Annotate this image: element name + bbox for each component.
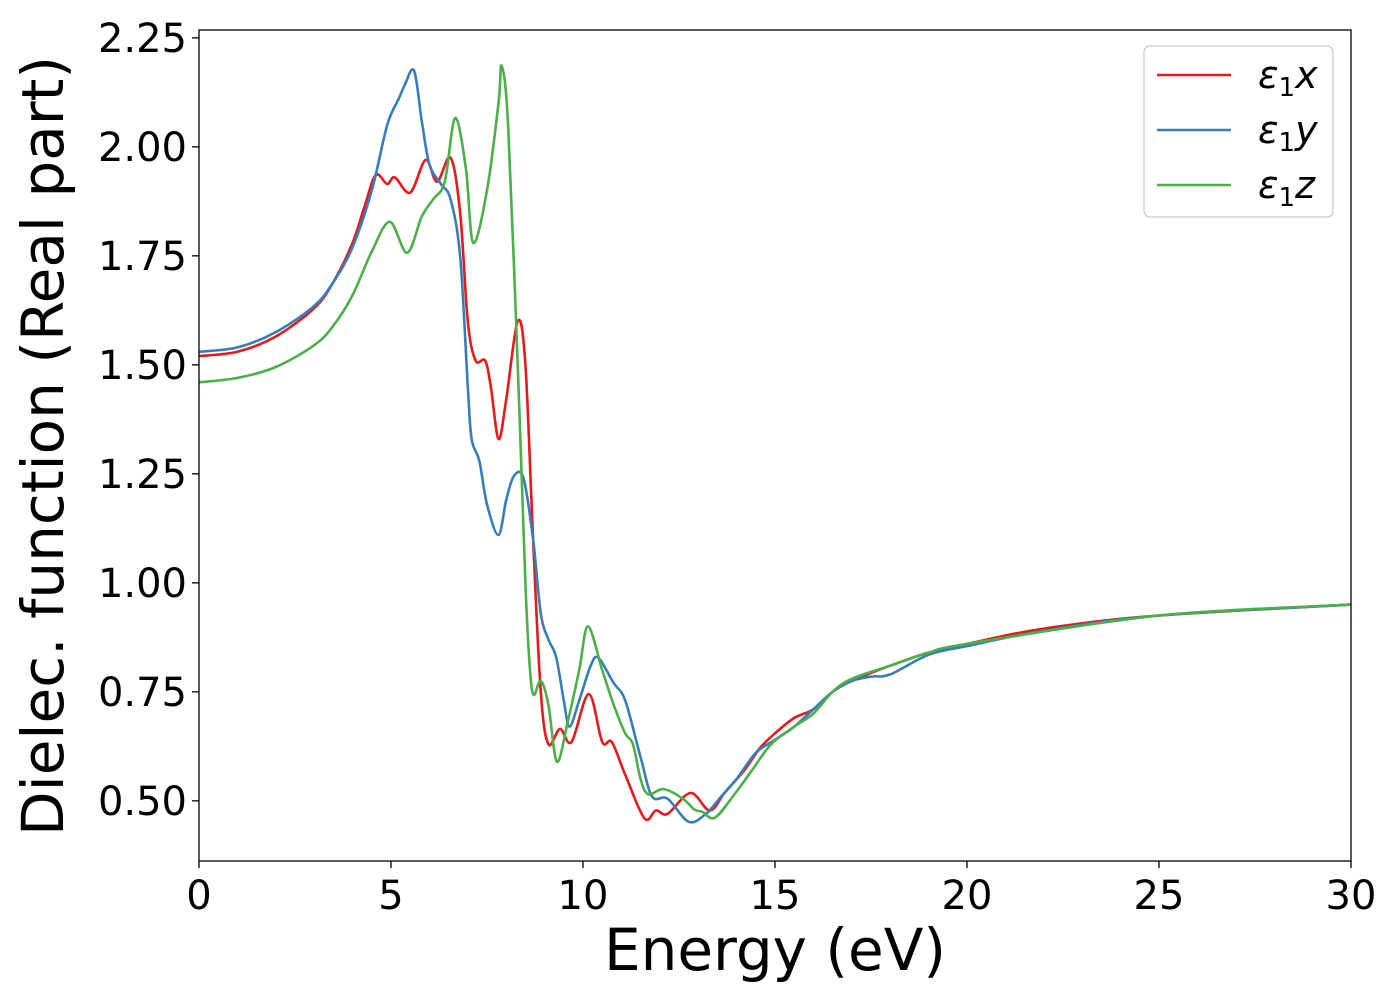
y-tick-label: 0.75 <box>98 670 187 716</box>
x-tick-label: 30 <box>1326 873 1377 919</box>
y-tick-label: 1.00 <box>98 561 187 607</box>
y-tick-label: 2.25 <box>98 16 187 62</box>
legend-label-x: ε1x <box>1258 53 1318 103</box>
x-tick-label: 15 <box>750 873 801 919</box>
x-tick-label: 10 <box>558 873 609 919</box>
x-tick-label: 25 <box>1134 873 1185 919</box>
legend-box <box>1143 45 1334 218</box>
series-layer <box>198 64 1352 824</box>
y-axis-label: Dielec. function (Real part) <box>9 56 77 836</box>
y-tick-label: 1.50 <box>98 343 187 389</box>
legend-label-z: ε1z <box>1258 163 1316 213</box>
y-tick-label: 0.50 <box>98 779 187 825</box>
y-tick-label: 1.75 <box>98 234 187 280</box>
x-tick-label: 5 <box>378 873 403 919</box>
series-line-x <box>198 155 1352 821</box>
x-tick-label: 0 <box>186 873 211 919</box>
y-tick-label: 2.00 <box>98 125 187 171</box>
legend-label-y: ε1y <box>1258 108 1318 158</box>
series-line-z <box>198 64 1352 820</box>
ticks-layer: 0 5 10 15 20 25 30 0.50 0.75 1.00 1.25 1.50 1.75 2.00… <box>98 16 1377 919</box>
y-tick-label: 1.25 <box>98 452 187 498</box>
x-axis-label: Energy (eV) <box>604 916 946 984</box>
x-tick-label: 20 <box>942 873 993 919</box>
